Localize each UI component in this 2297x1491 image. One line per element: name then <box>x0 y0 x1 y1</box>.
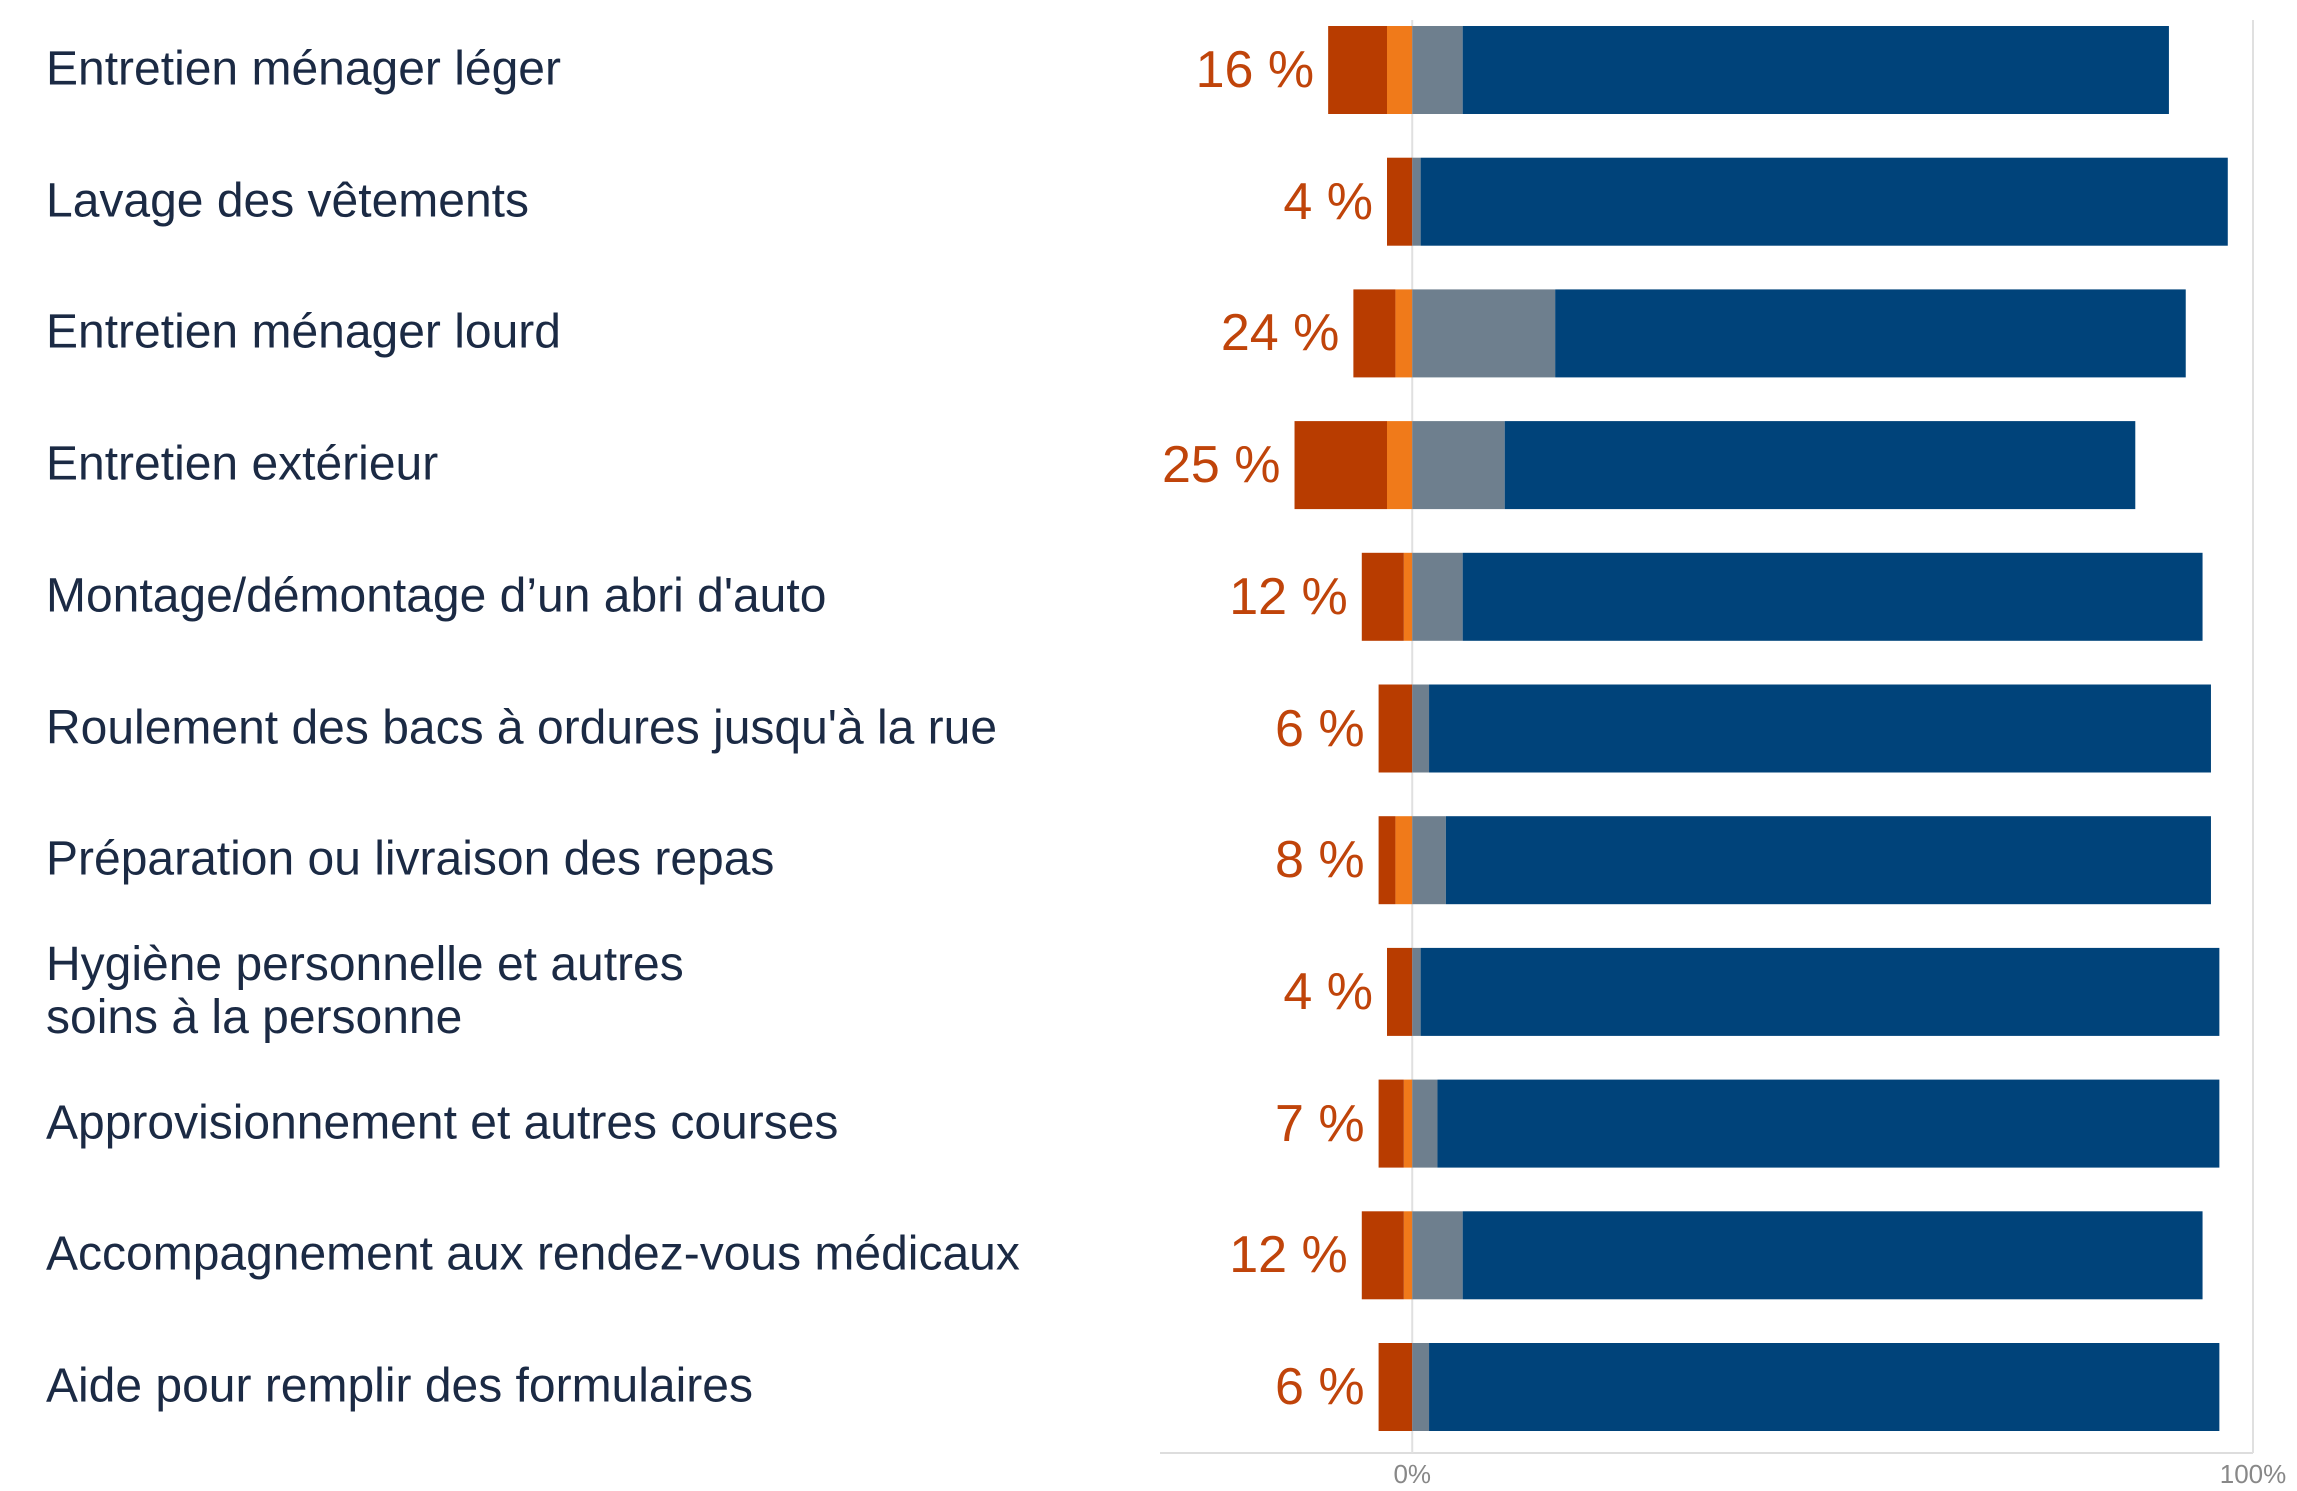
value-label: 4 % <box>1283 172 1373 231</box>
bar-segment <box>1378 1343 1413 1431</box>
value-label: 6 % <box>1274 1358 1365 1416</box>
bar-segment <box>1445 816 2211 905</box>
category-label: Préparation ou livraison des repas <box>46 832 775 886</box>
x-tick-label: 100% <box>2220 1459 2287 1489</box>
bar-segment <box>1361 552 1404 641</box>
value-label: 12 % <box>1229 567 1348 626</box>
x-tick-label: 0% <box>1393 1459 1431 1489</box>
bar-segment <box>1412 684 1430 773</box>
bar-segment <box>1412 289 1556 378</box>
value-label: 25 % <box>1161 436 1281 495</box>
bar-segment <box>1361 1211 1404 1300</box>
category-label: Lavage des vêtements <box>46 174 529 228</box>
bar-segment <box>1412 157 1421 246</box>
value-label: 12 % <box>1229 1226 1348 1285</box>
bar-segment <box>1555 289 2186 378</box>
category-label: Accompagnement aux rendez-vous médicaux <box>46 1227 1020 1281</box>
bar-segment <box>1387 157 1413 246</box>
bar-segment <box>1294 421 1388 510</box>
value-label: 4 % <box>1283 962 1373 1021</box>
bar-segment <box>1420 157 2228 246</box>
category-label: Hygiène personnelle et autres soins à la… <box>46 938 684 1044</box>
bar-segment <box>1412 1079 1438 1168</box>
bar-segment <box>1353 289 1396 378</box>
value-label: 8 % <box>1274 831 1365 890</box>
bar-segment <box>1412 1343 1430 1431</box>
bar-segment <box>1412 552 1463 641</box>
category-label: Montage/démontage d’un abri d'auto <box>46 569 827 623</box>
bar-segment <box>1387 26 1413 114</box>
bar-segment <box>1412 947 1421 1036</box>
bar-segment <box>1328 26 1388 114</box>
bar-segment <box>1403 552 1413 641</box>
bar-segment <box>1412 421 1505 510</box>
value-label: 24 % <box>1220 304 1340 363</box>
bar-segment <box>1412 816 1446 905</box>
bar-segment <box>1412 26 1463 114</box>
category-label: Entretien ménager léger <box>46 42 561 96</box>
bar-segment <box>1395 816 1413 905</box>
bar-segment <box>1387 947 1413 1036</box>
category-label: Approvisionnement et autres courses <box>46 1096 839 1150</box>
bar-segment <box>1387 421 1413 510</box>
bar-segment <box>1429 1343 2220 1431</box>
category-label: Aide pour remplir des formulaires <box>46 1359 753 1413</box>
bar-segment <box>1420 947 2220 1036</box>
category-label: Roulement des bacs à ordures jusqu'à la … <box>46 701 998 755</box>
category-label: Entretien ménager lourd <box>46 305 561 359</box>
bar-segment <box>1412 1211 1463 1300</box>
bar-segment <box>1378 816 1396 905</box>
bar-segment <box>1403 1211 1413 1300</box>
bar-segment <box>1462 26 2169 114</box>
bar-segment <box>1462 1211 2203 1300</box>
bar-segment <box>1403 1079 1413 1168</box>
category-label: Entretien extérieur <box>46 437 439 491</box>
bar-segment <box>1429 684 2211 773</box>
bar-segment <box>1395 289 1413 378</box>
bar-segment <box>1378 1079 1404 1168</box>
value-label: 7 % <box>1274 1094 1365 1153</box>
bar-segment <box>1462 552 2203 641</box>
value-label: 16 % <box>1195 41 1315 99</box>
bar-segment <box>1437 1079 2220 1168</box>
bar-segment <box>1378 684 1413 773</box>
value-label: 6 % <box>1274 699 1365 758</box>
bar-segment <box>1504 421 2136 510</box>
